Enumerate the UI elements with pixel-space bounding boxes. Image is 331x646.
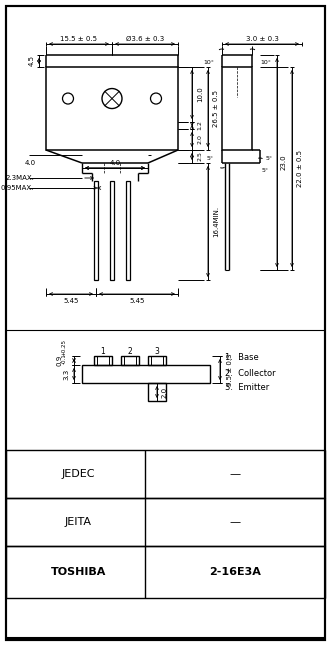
- Text: 2: 2: [128, 346, 132, 355]
- Text: TOSHIBA: TOSHIBA: [51, 567, 106, 577]
- Bar: [6, 498, 325, 546]
- Bar: [148, 356, 166, 365]
- Text: 5°: 5°: [266, 156, 273, 160]
- Text: 5°: 5°: [262, 169, 269, 174]
- Bar: [94, 356, 112, 365]
- Text: 5.5 ± 0.3: 5.5 ± 0.3: [227, 353, 233, 386]
- Text: 5.45: 5.45: [129, 298, 145, 304]
- Text: 4.0: 4.0: [110, 160, 120, 166]
- Text: 10.0: 10.0: [197, 87, 203, 102]
- Bar: [126, 181, 130, 280]
- Text: 1.2: 1.2: [198, 121, 203, 130]
- Text: 2.3MAX.: 2.3MAX.: [5, 175, 34, 181]
- Text: 0.95MAX.: 0.95MAX.: [1, 185, 34, 191]
- Bar: [148, 383, 166, 401]
- Bar: [121, 356, 139, 365]
- Text: 1.  Base: 1. Base: [225, 353, 259, 362]
- Text: 2.0: 2.0: [198, 134, 203, 145]
- Text: 10°: 10°: [260, 61, 271, 65]
- Bar: [46, 67, 178, 150]
- Text: 4.0: 4.0: [25, 160, 36, 166]
- Text: 2.5: 2.5: [198, 152, 203, 162]
- Text: 16.4MIN.: 16.4MIN.: [213, 206, 219, 237]
- Text: 10°: 10°: [203, 61, 214, 65]
- Text: 5.45: 5.45: [63, 298, 79, 304]
- Bar: [94, 181, 98, 280]
- Text: JEDEC: JEDEC: [62, 469, 95, 479]
- Text: 3: 3: [155, 346, 160, 355]
- Bar: [222, 67, 252, 150]
- Text: Ø3.6 ± 0.3: Ø3.6 ± 0.3: [126, 36, 164, 42]
- Text: 1: 1: [101, 346, 105, 355]
- Text: 23.0: 23.0: [281, 154, 287, 171]
- Text: —: —: [229, 517, 241, 527]
- Bar: [82, 365, 210, 383]
- Text: 3.  Emitter: 3. Emitter: [225, 384, 269, 393]
- Text: 4.5: 4.5: [29, 56, 35, 67]
- Text: 3.0 ± 0.3: 3.0 ± 0.3: [246, 36, 278, 42]
- Text: 26.5 ± 0.5: 26.5 ± 0.5: [213, 90, 219, 127]
- Text: —: —: [229, 469, 241, 479]
- Text: 2-16E3A: 2-16E3A: [209, 567, 261, 577]
- Bar: [6, 450, 325, 498]
- Text: 22.0 ± 0.5: 22.0 ± 0.5: [297, 150, 303, 187]
- Text: -0.1: -0.1: [62, 353, 67, 364]
- Text: 15.5 ± 0.5: 15.5 ± 0.5: [61, 36, 98, 42]
- Text: 3.3: 3.3: [63, 368, 69, 380]
- Text: 0.9: 0.9: [57, 355, 63, 366]
- Bar: [6, 546, 325, 598]
- Text: 2.0: 2.0: [162, 386, 168, 397]
- Text: +0.25: +0.25: [62, 340, 67, 357]
- Bar: [110, 181, 114, 280]
- Text: 5°: 5°: [207, 156, 214, 160]
- Text: JEITA: JEITA: [65, 517, 92, 527]
- Text: 2.  Collector: 2. Collector: [225, 368, 276, 377]
